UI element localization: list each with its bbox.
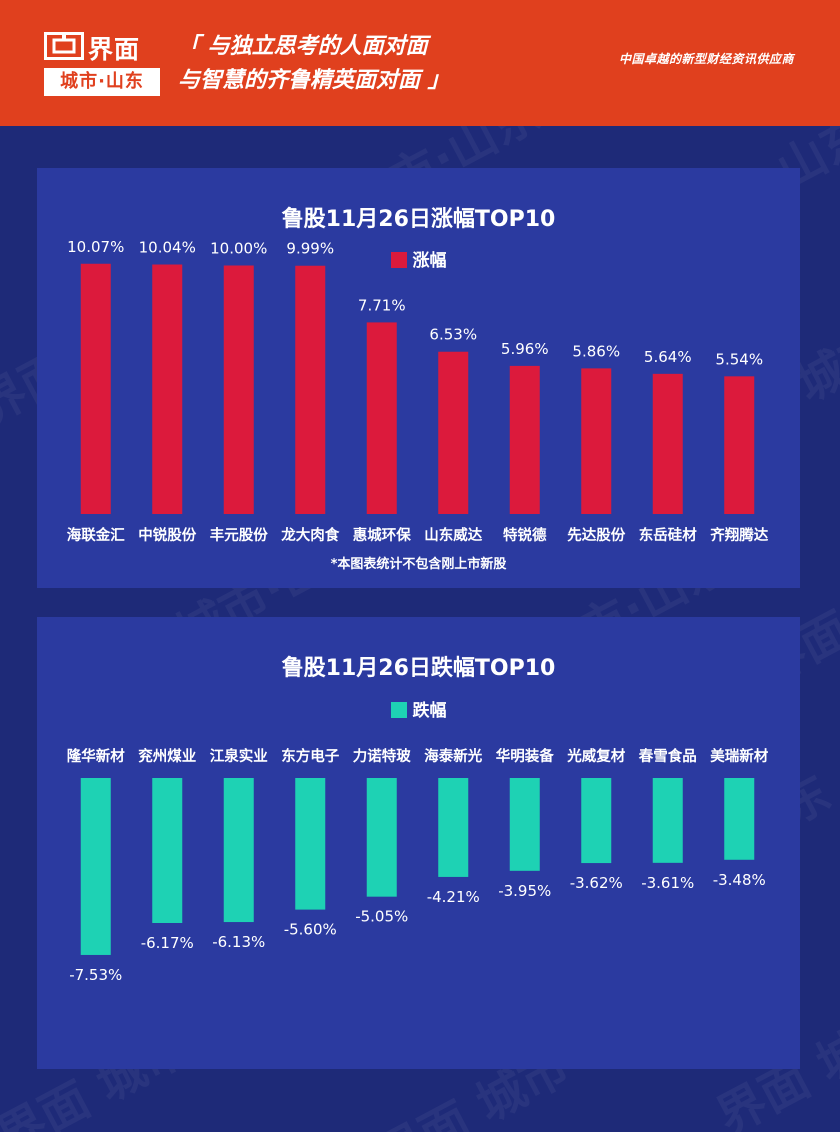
loser-category-label: 隆华新材 [67,747,125,765]
loser-category-label: 海泰新光 [424,747,482,765]
gainer-bar [724,376,755,514]
gainer-value-label: 6.53% [429,326,477,344]
loser-bar [295,778,326,910]
gainer-category-label: 齐翔腾达 [710,526,768,544]
loser-value-label: -3.48% [713,871,766,889]
losers-legend: 跌幅 [37,696,800,721]
gainer-bar [152,264,183,514]
loser-value-label: -3.62% [570,874,623,892]
loser-category-label: 江泉实业 [210,747,268,765]
gainer-value-label: 5.54% [715,350,763,368]
gainer-category-label: 先达股份 [567,526,625,544]
gainers-legend-label: 涨幅 [412,251,447,271]
gainer-value-label: 10.04% [139,239,196,257]
gainer-category-label: 山东威达 [424,526,482,544]
gainer-category-label: 丰元股份 [210,526,268,544]
loser-value-label: -3.61% [641,874,694,892]
loser-category-label: 光威复材 [566,747,625,765]
gainer-value-label: 10.00% [210,240,267,258]
loser-bar [724,778,755,860]
gainer-value-label: 5.96% [501,340,549,358]
losers-chart-title: 鲁股11月26日跌幅TOP10 [281,656,556,681]
brand-mark-icon [44,32,84,60]
slogan: 「 与独立思考的人面对面 与智慧的齐鲁精英面对面 」 [178,30,450,98]
loser-bar [581,778,612,864]
loser-category-label: 美瑞新材 [710,747,768,765]
losers-legend-swatch [390,702,407,718]
loser-category-label: 兖州煤业 [138,747,196,765]
loser-value-label: -3.95% [498,882,551,900]
gainer-category-label: 东岳硅材 [639,526,697,544]
brand-sub: 城市·山东 [44,68,160,96]
gainer-category-label: 惠城环保 [353,526,411,544]
gainer-value-label: 9.99% [286,240,334,258]
gainers-panel: 鲁股11月26日涨幅TOP10 涨幅 10.07% 海联金汇 10.04% 中锐股份 1… [37,168,800,588]
brand-name: 界面 [88,35,141,64]
brand-logo: 界面 城市·山东 [44,30,160,98]
gainers-chart-title: 鲁股11月26日涨幅TOP10 [281,207,556,232]
losers-panel: 鲁股11月26日跌幅TOP10 跌幅 -7.53% 隆华新材 -6.17% 兖州煤业 -… [37,617,800,1069]
chart-footnote: *本图表统计不包含刚上市新股 [330,557,507,572]
losers-legend-label: 跌幅 [412,701,447,721]
gainer-bar [438,351,469,514]
loser-bar [152,778,183,923]
gainer-bar [80,263,111,514]
loser-bar [223,778,254,923]
loser-value-label: -5.60% [284,921,337,939]
gainer-category-label: 特锐德 [503,526,547,544]
gainer-category-label: 海联金汇 [67,526,125,544]
slogan-line-2: 与智慧的齐鲁精英面对面 」 [178,68,450,93]
slogan-line-1: 「 与独立思考的人面对面 [178,34,428,59]
gainer-category-label: 龙大肉食 [280,526,339,544]
gainers-bar-chart: 10.07% 海联金汇 10.04% 中锐股份 10.00% 丰元股份 9.99% 龙大肉食 7… [67,238,769,544]
gainers-legend-swatch [390,252,407,268]
loser-value-label: -5.05% [355,908,408,926]
loser-value-label: -6.17% [141,934,194,952]
gainer-value-label: 10.07% [67,238,124,256]
gainer-bar [223,265,254,514]
loser-category-label: 华明装备 [496,747,554,765]
loser-bar [509,778,540,871]
loser-value-label: -6.13% [212,933,265,951]
gainer-bar [509,365,540,514]
loser-value-label: -7.53% [69,966,122,984]
gainer-value-label: 5.86% [572,342,620,360]
gainers-legend: 涨幅 [37,246,800,271]
gainer-bar [652,373,683,514]
loser-value-label: -4.21% [427,888,480,906]
gainer-value-label: 5.64% [644,348,692,366]
tagline: 中国卓越的新型财经资讯供应商 [618,52,794,66]
loser-category-label: 春雪食品 [639,747,697,765]
gainer-bar [366,322,397,514]
header-banner: 界面 城市·山东 「 与独立思考的人面对面 与智慧的齐鲁精英面对面 」 中国卓越… [0,0,840,126]
gainer-bar [581,368,612,514]
gainer-value-label: 7.71% [358,296,406,314]
gainer-category-label: 中锐股份 [138,526,196,544]
loser-category-label: 东方电子 [281,747,339,765]
loser-category-label: 力诺特玻 [353,747,411,765]
loser-bar [366,778,397,897]
gainer-bar [295,265,326,514]
loser-bar [652,778,683,863]
loser-bar [80,778,111,955]
losers-bar-chart: -7.53% 隆华新材 -6.17% 兖州煤业 -6.13% 江泉实业 -5.60% 东方电子… [67,747,769,984]
loser-bar [438,778,469,877]
